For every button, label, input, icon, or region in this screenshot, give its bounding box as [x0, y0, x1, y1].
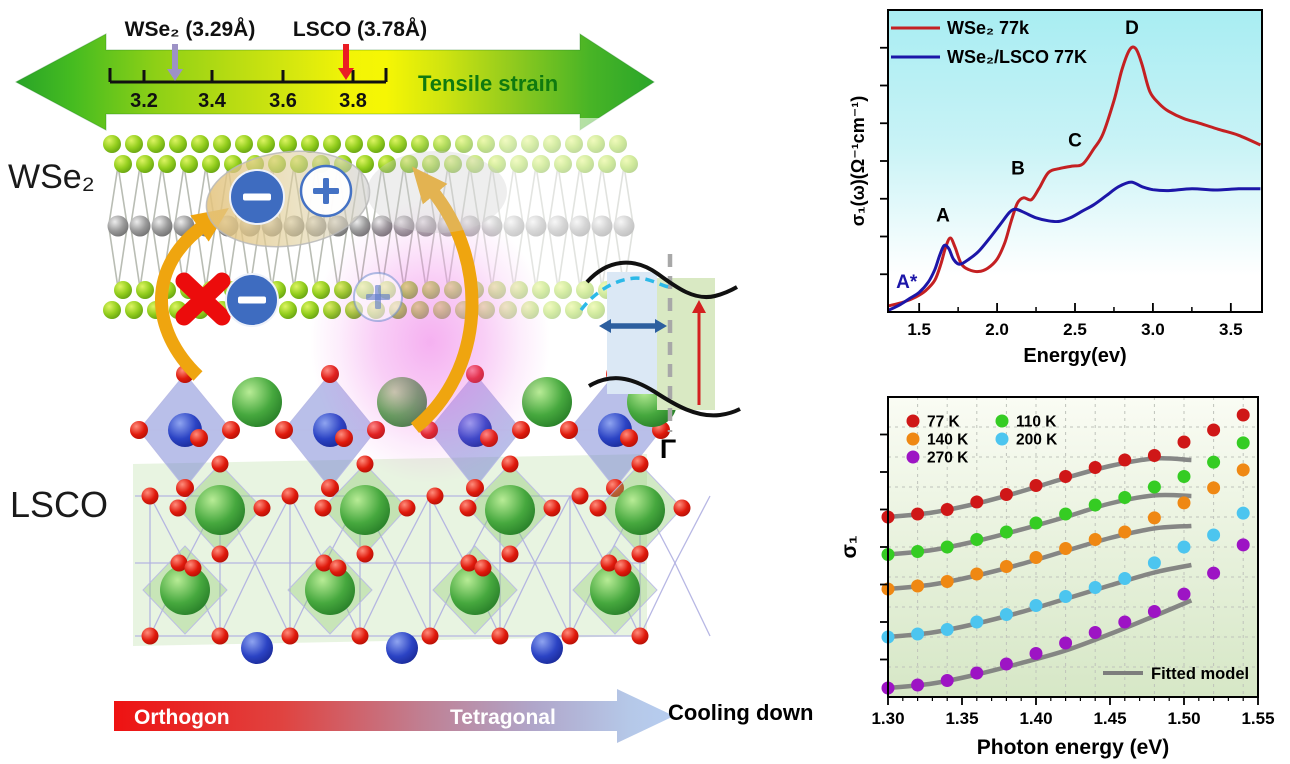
ruler-tick-label: 3.2	[130, 90, 158, 112]
x-tick-label: 1.50	[1167, 709, 1200, 728]
phase-arrow-shape	[114, 689, 674, 743]
optical-conductivity-chart: 1.5 2.0 2.5 3.0 3.5 Energy(ev) σ₁(ω)(Ω⁻¹cm⁻¹) W…	[848, 9, 1263, 367]
legend-label: 270 K	[927, 450, 969, 467]
wse2-lattice-constant-label: WSe₂ (3.29Å)	[125, 17, 256, 41]
tensile-strain-label: Tensile strain	[418, 71, 558, 96]
peak-label-D: D	[1125, 18, 1139, 39]
wse2-lattice-graphic	[103, 118, 645, 368]
strain-arrow-graphic: 3.2 3.4 3.6 3.8 Tensile strain WSe₂ (3.2…	[14, 17, 655, 131]
lsco-lattice-constant-label: LSCO (3.78Å)	[293, 17, 427, 41]
legend-label: 140 K	[927, 432, 969, 449]
peak-label-A: A	[936, 205, 950, 226]
fit-curve-200 K	[887, 562, 1192, 640]
x-axis-label: Energy(ev)	[1023, 345, 1126, 367]
peak-label-Astar: A*	[896, 272, 918, 293]
strain-ruler	[108, 68, 388, 84]
lsco-o-atom	[426, 487, 444, 505]
shifted-band-dashed-curve	[579, 276, 671, 312]
x-tick-label: 1.5	[907, 320, 931, 339]
ruler-tick-label: 3.4	[198, 90, 227, 112]
x-tick-label: 1.55	[1241, 709, 1274, 728]
x-tick-label: 1.35	[945, 709, 978, 728]
y-axis-label: σ₁(ω)(Ω⁻¹cm⁻¹)	[848, 96, 868, 226]
lsco-octahedra-mid	[169, 455, 691, 563]
momentum-shift-arrow	[599, 319, 667, 333]
band-region-blue	[607, 272, 657, 394]
fit-curve-110 K	[887, 492, 1192, 557]
x-tick-label: 1.30	[871, 709, 904, 728]
valence-band-curve	[587, 376, 741, 418]
fit-curve-140 K	[887, 523, 1192, 592]
gamma-label: Γ	[660, 434, 676, 464]
x-tick-label: 3.0	[1141, 320, 1165, 339]
legend-label: 77 K	[927, 414, 961, 431]
lsco-octahedra-low	[142, 545, 658, 635]
legend-dot	[906, 432, 920, 446]
ruler-tick-label: 3.8	[339, 90, 367, 112]
x-axis-label: Photon energy (eV)	[977, 736, 1170, 759]
points-140 K	[881, 463, 1250, 596]
points-77 K	[881, 408, 1250, 524]
lsco-bottom-row	[141, 627, 649, 664]
x-tick-label: 3.5	[1219, 320, 1243, 339]
curve-WSe₂ 77k	[887, 45, 1262, 308]
orthogon-label: Orthogon	[134, 706, 230, 729]
peak-label-B: B	[1011, 159, 1025, 180]
band-region-green	[657, 278, 715, 410]
curve-WSe₂/LSCO 77K	[887, 180, 1261, 312]
points-200 K	[881, 506, 1250, 644]
cooling-down-label: Cooling down	[668, 700, 814, 725]
lsco-o-atom	[571, 487, 589, 505]
x-tick-label: 2.0	[985, 320, 1009, 339]
legend-label: WSe₂/LSCO 77K	[947, 47, 1087, 67]
lsco-o-atom	[281, 487, 299, 505]
fit-curve-270 K	[887, 598, 1193, 691]
x-tick-label: 2.5	[1063, 320, 1087, 339]
legend-dot	[995, 432, 1009, 446]
phase-arrow: Orthogon Tetragonal	[114, 689, 674, 743]
ruler-tick-label: 3.6	[269, 90, 297, 112]
lsco-title: LSCO	[10, 484, 109, 525]
wse2-title: WSe₂	[8, 158, 95, 196]
x-tick-label: 1.40	[1019, 709, 1052, 728]
band-structure-diagram: Γ	[579, 254, 741, 464]
y-axis-label: σ₁	[838, 535, 861, 558]
legend-label: WSe₂ 77k	[947, 18, 1030, 38]
fit-legend-label: Fitted model	[1151, 665, 1249, 683]
lsco-pointer-icon	[338, 44, 354, 80]
peak-label-C: C	[1068, 131, 1082, 152]
points-270 K	[881, 538, 1250, 695]
direct-transition-arrow	[692, 300, 706, 405]
wse2-pointer-icon	[167, 44, 183, 81]
tetragonal-label: Tetragonal	[450, 706, 556, 729]
legend-dot	[906, 450, 920, 464]
x-tick-label: 1.45	[1093, 709, 1126, 728]
legend-label: 110 K	[1016, 414, 1057, 431]
legend-dot	[906, 414, 920, 428]
plot-background	[888, 10, 1262, 312]
sigma1-photon-energy-chart: 1.30 1.35 1.40 1.45 1.50 1.55 Photon energy (e…	[838, 396, 1275, 759]
legend-label: 200 K	[1016, 432, 1058, 449]
conduction-band-curve	[585, 260, 738, 300]
points-110 K	[881, 436, 1250, 561]
lsco-o-atom	[141, 487, 159, 505]
legend-dot	[995, 414, 1009, 428]
